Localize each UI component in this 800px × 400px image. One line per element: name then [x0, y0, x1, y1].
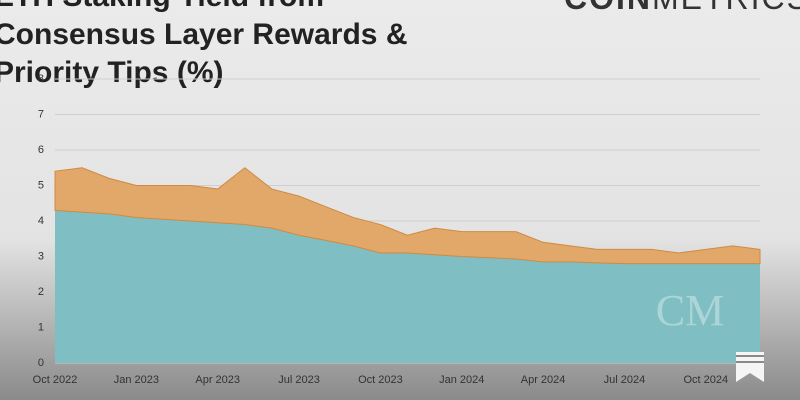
y-tick-label: 4 — [38, 215, 44, 227]
logo: COINMETRICS — [564, 0, 800, 17]
logo-bold: COIN — [564, 0, 652, 16]
y-tick-label: 1 — [38, 321, 44, 333]
bookmark-icon — [736, 352, 764, 382]
x-tick-label: Apr 2024 — [521, 374, 566, 386]
area — [54, 167, 761, 265]
x-tick-label: Jan 2023 — [114, 374, 159, 386]
logo-light: METRICS — [652, 0, 800, 16]
y-tick-label: 5 — [38, 179, 44, 191]
watermark: CM — [656, 286, 724, 335]
area — [55, 210, 760, 363]
y-tick-label: 6 — [38, 144, 44, 156]
x-tick-label: Oct 2022 — [33, 374, 78, 386]
x-tick-label: Jul 2023 — [278, 374, 320, 386]
y-tick-label: 3 — [38, 250, 44, 262]
y-tick-label: 2 — [38, 286, 44, 298]
x-tick-label: Apr 2023 — [195, 374, 240, 386]
y-tick-label: 7 — [38, 108, 44, 120]
x-tick-label: Jul 2024 — [604, 374, 646, 386]
y-tick-label: 8 — [38, 73, 44, 85]
y-tick-label: 0 — [38, 357, 44, 369]
chart-title: ETH Staking Yield from Consensus Layer R… — [0, 0, 408, 89]
x-tick-label: Jan 2024 — [439, 374, 484, 386]
x-tick-label: Oct 2023 — [358, 374, 403, 386]
bookmark-lines — [736, 355, 764, 363]
x-tick-label: Oct 2024 — [683, 374, 728, 386]
